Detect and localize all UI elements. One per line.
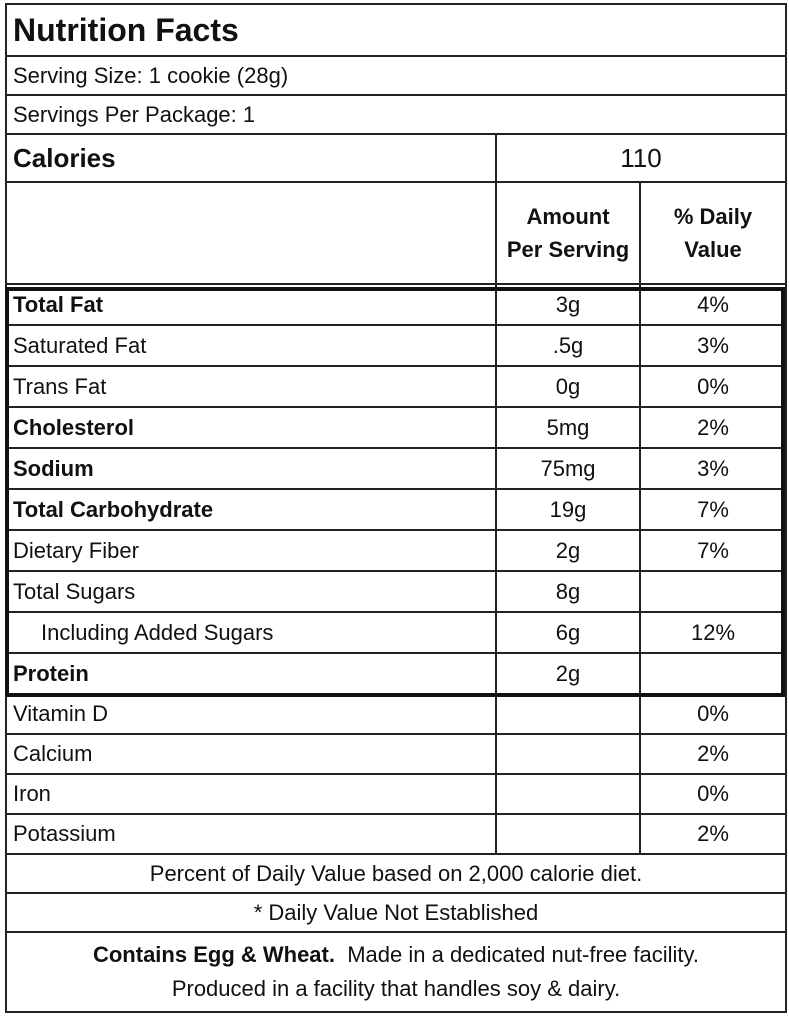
nutrient-name: Saturated Fat <box>5 324 497 367</box>
nutrient-name: Total Carbohydrate <box>5 488 497 531</box>
nutrient-row-saturated-fat: Saturated Fat .5g 3% <box>5 324 788 367</box>
nutrient-row-total-fat: Total Fat 3g 4% <box>5 283 788 326</box>
vitamin-name: Potassium <box>5 813 497 855</box>
nutrient-name: Protein <box>5 652 497 695</box>
vitamin-amount <box>495 733 641 775</box>
cross-contact-statement: Produced in a facility that handles soy … <box>171 976 621 1001</box>
calories-value: 110 <box>494 133 788 183</box>
nutrient-amount: 19g <box>495 488 641 531</box>
vitamin-daily-value: 2% <box>638 733 788 775</box>
vitamin-name: Iron <box>5 773 497 815</box>
nutrition-facts-table: Nutrition Facts Serving Size: 1 cookie (… <box>4 3 788 1013</box>
nutrient-daily-value: 4% <box>638 283 788 326</box>
nutrient-daily-value <box>638 652 788 695</box>
vitamin-amount <box>495 813 641 855</box>
nutrient-amount: 3g <box>495 283 641 326</box>
nutrient-row-cholesterol: Cholesterol 5mg 2% <box>5 406 788 449</box>
nutrient-amount: 2g <box>495 529 641 572</box>
vitamin-row-vitamin-d: Vitamin D 0% <box>5 693 788 735</box>
nutrient-name: Including Added Sugars <box>5 611 497 654</box>
nutrient-daily-value: 12% <box>638 611 788 654</box>
nutrient-row-total-sugars: Total Sugars 8g <box>5 570 788 613</box>
servings-per-package: Servings Per Package: 1 <box>4 94 788 135</box>
calories-label: Calories <box>5 133 497 183</box>
nutrient-amount: 8g <box>495 570 641 613</box>
vitamin-name: Calcium <box>5 733 497 775</box>
vitamin-daily-value: 0% <box>638 773 788 815</box>
vitamin-name: Vitamin D <box>5 693 497 735</box>
nutrient-amount: 2g <box>495 652 641 695</box>
nutrient-daily-value: 3% <box>638 447 788 490</box>
nutrient-amount: .5g <box>495 324 641 367</box>
nutrient-name: Total Fat <box>5 283 497 326</box>
dv-header-line1: % Daily <box>673 204 753 229</box>
vitamin-amount <box>495 773 641 815</box>
daily-value-note: Percent of Daily Value based on 2,000 ca… <box>4 853 788 894</box>
nutrient-daily-value: 3% <box>638 324 788 367</box>
nutrient-amount: 75mg <box>495 447 641 490</box>
nutrient-name: Sodium <box>5 447 497 490</box>
allergen-statement: Contains Egg & Wheat. <box>92 941 335 967</box>
header-blank-cell <box>5 181 497 285</box>
vitamin-row-potassium: Potassium 2% <box>5 813 788 855</box>
nutrient-daily-value <box>638 570 788 613</box>
nutrient-daily-value: 7% <box>638 488 788 531</box>
nutrient-amount: 5mg <box>495 406 641 449</box>
vitamin-row-calcium: Calcium 2% <box>5 733 788 775</box>
facility-statement: Made in a dedicated nut-free facility. <box>347 941 700 967</box>
dv-header-line2: Value <box>684 237 742 262</box>
nutrient-name: Dietary Fiber <box>5 529 497 572</box>
nutrient-row-protein: Protein 2g <box>5 652 788 695</box>
nutrient-amount: 6g <box>495 611 641 654</box>
nutrient-daily-value: 0% <box>638 365 788 408</box>
amount-header-line2: Per Serving <box>506 237 630 262</box>
nutrient-row-trans-fat: Trans Fat 0g 0% <box>5 365 788 408</box>
amount-header-line1: Amount <box>526 204 610 229</box>
nutrient-row-added-sugars: Including Added Sugars 6g 12% <box>5 611 788 654</box>
vitamin-daily-value: 2% <box>638 813 788 855</box>
daily-value-header: % Daily Value <box>638 181 788 285</box>
nutrient-row-dietary-fiber: Dietary Fiber 2g 7% <box>5 529 788 572</box>
nutrient-row-total-carbohydrate: Total Carbohydrate 19g 7% <box>5 488 788 531</box>
nutrient-name: Trans Fat <box>5 365 497 408</box>
nutrient-name: Total Sugars <box>5 570 497 613</box>
nutrient-amount: 0g <box>495 365 641 408</box>
vitamin-row-iron: Iron 0% <box>5 773 788 815</box>
nutrient-name: Cholesterol <box>5 406 497 449</box>
serving-size: Serving Size: 1 cookie (28g) <box>4 55 788 96</box>
nutrient-daily-value: 2% <box>638 406 788 449</box>
vitamin-daily-value: 0% <box>638 693 788 735</box>
amount-per-serving-header: Amount Per Serving <box>495 181 641 285</box>
nutrient-daily-value: 7% <box>638 529 788 572</box>
label-title: Nutrition Facts <box>4 3 788 57</box>
not-established-note: * Daily Value Not Established <box>4 892 788 933</box>
vitamin-amount <box>495 693 641 735</box>
allergen-footer: Contains Egg & Wheat. Made in a dedicate… <box>4 931 788 1013</box>
nutrient-row-sodium: Sodium 75mg 3% <box>5 447 788 490</box>
